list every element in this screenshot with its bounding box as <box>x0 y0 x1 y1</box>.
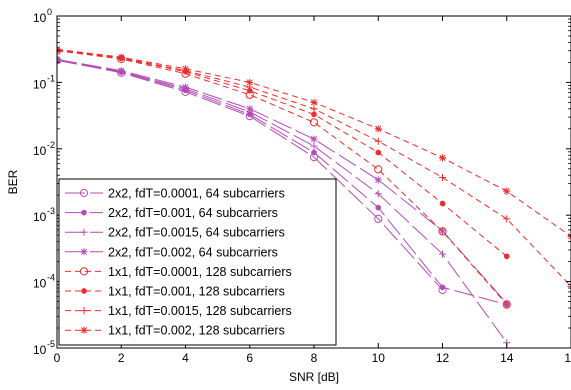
x-tick-label: 0 <box>54 351 61 365</box>
y-axis-label: BER <box>6 169 20 194</box>
data-point <box>311 150 316 155</box>
legend-label: 1x1, fdT=0.001, 128 subcarriers <box>108 285 285 299</box>
y-tick-base: 10 <box>33 144 47 158</box>
legend-label: 1x1, fdT=0.0015, 128 subcarriers <box>108 304 292 318</box>
legend-box <box>59 179 336 345</box>
y-tick-label: 10 -4 <box>33 273 55 291</box>
x-tick-label: 2 <box>118 351 125 365</box>
x-tick-label: 14 <box>500 351 514 365</box>
y-tick-label: 10 0 <box>33 7 52 25</box>
y-tick-exponent: 0 <box>47 7 52 17</box>
data-point <box>504 254 509 259</box>
legend-label: 1x1, fdT=0.002, 128 subcarriers <box>108 324 285 338</box>
data-point <box>440 201 445 206</box>
y-tick-exponent: -4 <box>47 273 55 283</box>
data-point <box>310 119 317 126</box>
y-tick-base: 10 <box>33 210 47 224</box>
y-tick-exponent: -1 <box>47 73 55 83</box>
x-tick-label: 10 <box>372 351 386 365</box>
data-point <box>375 138 382 145</box>
y-tick-exponent: -5 <box>47 339 55 349</box>
legend-marker <box>81 288 86 293</box>
x-axis-label: SNR [dB] <box>289 370 339 384</box>
x-tick-label: 8 <box>311 351 318 365</box>
y-tick-label: 10 -5 <box>33 339 55 357</box>
data-point <box>118 67 125 74</box>
legend-label: 2x2, fdT=0.002, 64 subcarriers <box>108 245 278 259</box>
y-tick-label: 10 -1 <box>33 73 55 91</box>
data-point <box>246 105 253 112</box>
data-point <box>375 176 382 183</box>
data-point <box>310 135 317 142</box>
y-tick-base: 10 <box>33 277 47 291</box>
data-point <box>439 174 446 181</box>
data-point <box>182 83 189 90</box>
y-tick-base: 10 <box>33 343 47 357</box>
y-tick-label: 10 -2 <box>33 140 55 158</box>
y-tick-exponent: -2 <box>47 140 55 150</box>
data-point <box>182 65 189 72</box>
y-tick-base: 10 <box>33 11 47 25</box>
data-point <box>439 154 446 161</box>
data-point <box>118 54 125 61</box>
data-point <box>310 99 317 106</box>
data-point <box>440 285 445 290</box>
x-tick-label: 4 <box>182 351 189 365</box>
data-point <box>567 233 571 240</box>
data-point <box>376 205 381 210</box>
legend-marker <box>80 327 87 334</box>
legend-label: 2x2, fdT=0.0001, 64 subcarriers <box>108 187 285 201</box>
legend-marker <box>80 248 87 255</box>
legend-marker <box>81 210 86 215</box>
data-point <box>503 188 510 195</box>
legend-label: 2x2, fdT=0.001, 64 subcarriers <box>108 206 278 220</box>
data-point <box>246 79 253 86</box>
data-point <box>310 105 317 112</box>
x-tick-label: 16 <box>564 351 571 365</box>
x-tick-label: 6 <box>246 351 253 365</box>
data-point <box>376 150 381 155</box>
y-tick-exponent: -3 <box>47 206 55 216</box>
legend: 2x2, fdT=0.0001, 64 subcarriers 2x2, fdT=… <box>59 179 336 345</box>
x-tick-label: 12 <box>436 351 450 365</box>
data-point <box>311 112 316 117</box>
y-tick-label: 10 -3 <box>33 206 55 224</box>
legend-label: 2x2, fdT=0.0015, 64 subcarriers <box>108 226 285 240</box>
data-point <box>375 166 382 173</box>
data-point <box>375 125 382 132</box>
y-tick-base: 10 <box>33 77 47 91</box>
legend-label: 1x1, fdT=0.0001, 128 subcarriers <box>108 265 292 279</box>
